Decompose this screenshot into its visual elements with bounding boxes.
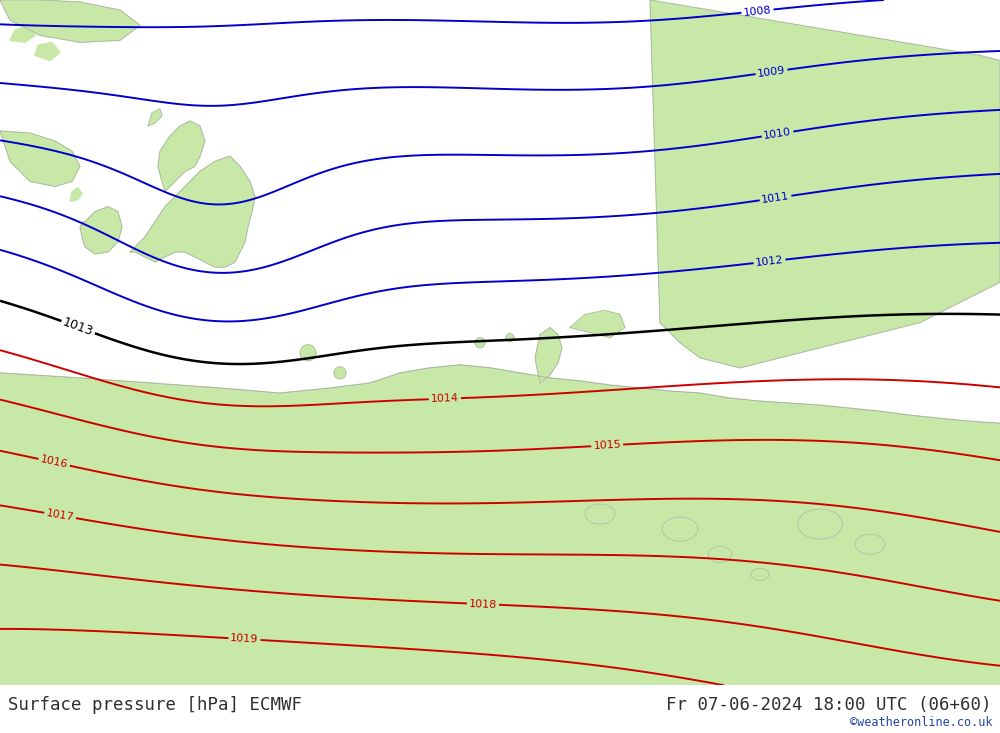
Text: 1012: 1012 <box>755 255 784 268</box>
Text: 1008: 1008 <box>743 4 772 18</box>
Polygon shape <box>798 509 842 539</box>
Polygon shape <box>10 25 35 43</box>
Text: 1017: 1017 <box>45 508 75 523</box>
Polygon shape <box>158 121 205 191</box>
Text: Fr 07-06-2024 18:00 UTC (06+60): Fr 07-06-2024 18:00 UTC (06+60) <box>666 696 992 715</box>
Text: 1014: 1014 <box>431 393 459 404</box>
Polygon shape <box>0 131 80 186</box>
Text: 1015: 1015 <box>593 440 621 451</box>
Polygon shape <box>35 43 60 60</box>
Polygon shape <box>585 504 615 524</box>
Text: 1011: 1011 <box>761 191 790 205</box>
Polygon shape <box>570 311 625 338</box>
Polygon shape <box>130 156 255 267</box>
Polygon shape <box>300 345 316 361</box>
Polygon shape <box>855 534 885 554</box>
Text: 1016: 1016 <box>39 454 69 470</box>
Text: ©weatheronline.co.uk: ©weatheronline.co.uk <box>850 716 992 729</box>
Text: 1018: 1018 <box>469 599 497 610</box>
Text: 1019: 1019 <box>230 633 259 645</box>
Polygon shape <box>708 546 732 562</box>
Polygon shape <box>80 207 122 254</box>
Polygon shape <box>475 338 485 347</box>
Polygon shape <box>148 108 162 126</box>
Polygon shape <box>662 517 698 541</box>
Polygon shape <box>0 0 140 43</box>
Polygon shape <box>650 0 1000 368</box>
Polygon shape <box>535 328 562 383</box>
Polygon shape <box>0 365 1000 685</box>
Polygon shape <box>751 569 769 581</box>
Text: Surface pressure [hPa] ECMWF: Surface pressure [hPa] ECMWF <box>8 696 302 715</box>
Text: 1013: 1013 <box>61 316 95 339</box>
Polygon shape <box>334 367 346 379</box>
Polygon shape <box>506 334 514 342</box>
Text: 1009: 1009 <box>757 65 786 78</box>
Text: 1010: 1010 <box>763 127 792 141</box>
Polygon shape <box>70 188 82 202</box>
